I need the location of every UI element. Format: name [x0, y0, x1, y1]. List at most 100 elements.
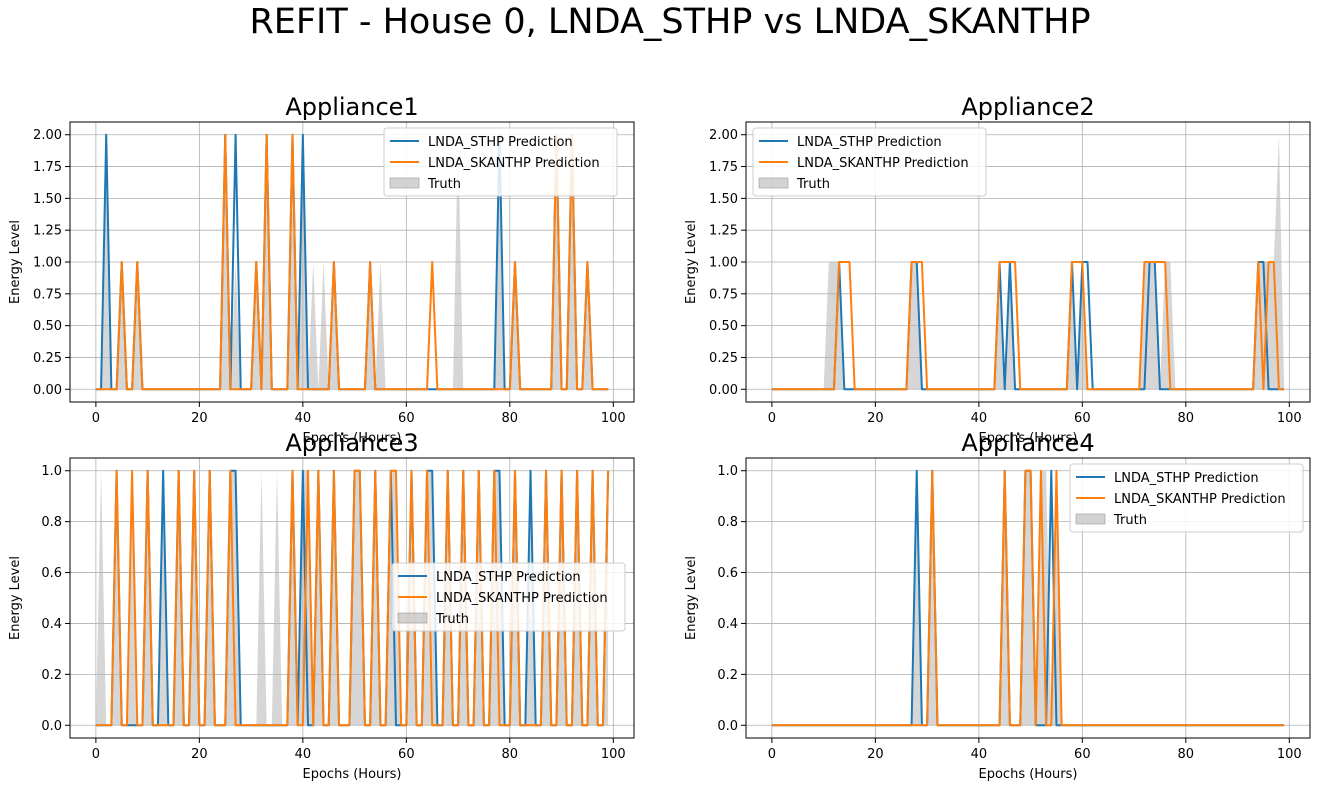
x-tick-label: 40 — [295, 411, 312, 426]
axes-frame — [69, 457, 635, 739]
legend-label: Truth — [435, 612, 469, 627]
legend: LNDA_STHP Prediction LNDA_SKANTHP Predict… — [1069, 463, 1304, 533]
y-tick-label: 0.0 — [717, 719, 738, 734]
axes-frame — [745, 457, 1311, 739]
x-tick-label: 20 — [867, 411, 884, 426]
y-tick-label: 0.00 — [709, 383, 738, 398]
chart-title: Appliance1 — [285, 93, 418, 121]
x-tick-label: 20 — [191, 411, 208, 426]
chart-title: Appliance4 — [961, 429, 1094, 457]
y-tick-label: 0.25 — [33, 351, 62, 366]
y-tick-label: 0.6 — [717, 566, 738, 581]
x-tick-label: 0 — [92, 411, 100, 426]
y-tick-label: 1.50 — [33, 192, 62, 207]
x-tick-label: 60 — [1074, 411, 1091, 426]
legend-label: Truth — [1113, 513, 1147, 528]
x-axis-label: Epochs (Hours) — [979, 431, 1078, 446]
y-axis-label: Energy Level — [8, 556, 23, 640]
y-tick-label: 0.4 — [717, 617, 738, 632]
x-tick-label: 60 — [398, 747, 415, 762]
chart-title: Appliance3 — [285, 429, 418, 457]
y-tick-label: 1.00 — [33, 256, 62, 271]
legend-swatch-truth — [397, 612, 428, 624]
y-tick-label: 0.6 — [41, 566, 62, 581]
y-tick-label: 0.2 — [41, 668, 62, 683]
lnda-skanthp-line — [95, 133, 609, 391]
legend-swatch-truth — [1075, 513, 1106, 525]
plot-area — [771, 134, 1285, 391]
legend-label: LNDA_STHP Prediction — [428, 135, 573, 150]
x-tick-label: 60 — [1074, 747, 1091, 762]
y-tick-label: 0.25 — [709, 351, 738, 366]
y-tick-label: 0.00 — [33, 383, 62, 398]
chart-title: Appliance2 — [961, 93, 1094, 121]
plot-area — [95, 469, 610, 727]
legend-label: Truth — [796, 177, 830, 192]
x-axis-label: Epochs (Hours) — [303, 767, 402, 782]
y-tick-label: 0.50 — [33, 319, 62, 334]
y-tick-label: 1.0 — [717, 464, 738, 479]
y-axis-label: Energy Level — [684, 556, 699, 640]
x-tick-label: 80 — [1178, 411, 1195, 426]
x-tick-label: 0 — [768, 747, 776, 762]
legend-box — [1069, 463, 1304, 533]
x-tick-label: 0 — [92, 747, 100, 762]
legend-swatch-truth — [758, 177, 789, 189]
chart-panel-1: 0 20 40 60 80 100 0.00 0.25 0.50 0.75 1.00 1.25 1.50… — [8, 93, 635, 446]
x-tick-label: 100 — [1277, 747, 1302, 762]
truth-area — [771, 470, 1285, 726]
plot-area — [771, 469, 1285, 727]
legend-label: LNDA_SKANTHP Prediction — [436, 591, 608, 606]
y-tick-label: 0.2 — [717, 668, 738, 683]
x-tick-label: 100 — [601, 747, 626, 762]
chart-panel-2: 0 20 40 60 80 100 0.00 0.25 0.50 0.75 1.00 1.25 1.50… — [684, 93, 1311, 446]
legend-label: LNDA_STHP Prediction — [797, 135, 942, 150]
x-tick-label: 40 — [295, 747, 312, 762]
figure-title: REFIT - House 0, LNDA_STHP vs LNDA_SKANT… — [249, 2, 1091, 42]
y-axis-label: Energy Level — [684, 220, 699, 304]
y-tick-label: 1.50 — [709, 192, 738, 207]
y-tick-label: 0.50 — [709, 319, 738, 334]
truth-area — [95, 134, 609, 390]
y-tick-label: 0.75 — [709, 287, 738, 302]
x-tick-label: 100 — [1277, 411, 1302, 426]
x-tick-label: 20 — [867, 747, 884, 762]
lnda-skanthp-line — [771, 469, 1285, 727]
plot-area — [95, 133, 609, 391]
x-tick-label: 0 — [768, 411, 776, 426]
legend-label: LNDA_STHP Prediction — [436, 570, 581, 585]
legend-label: LNDA_SKANTHP Prediction — [1114, 492, 1286, 507]
legend-swatch-truth — [389, 177, 420, 189]
chart-panel-4: 0 20 40 60 80 100 0.0 0.2 0.4 0.6 0.8 1.0 Appliance4… — [684, 429, 1311, 782]
y-tick-label: 0.8 — [717, 515, 738, 530]
lnda-skanthp-line — [771, 261, 1285, 391]
legend-label: LNDA_STHP Prediction — [1114, 471, 1259, 486]
x-tick-label: 80 — [502, 747, 519, 762]
legend-box — [383, 127, 618, 197]
truth-area — [771, 134, 1285, 390]
y-tick-label: 0.8 — [41, 515, 62, 530]
legend: LNDA_STHP Prediction LNDA_SKANTHP Predict… — [391, 562, 626, 632]
y-tick-label: 2.00 — [33, 128, 62, 143]
lnda-skanthp-line — [95, 469, 610, 727]
y-tick-label: 1.75 — [33, 160, 62, 175]
legend-label: LNDA_SKANTHP Prediction — [797, 156, 969, 171]
chart-panel-3: 0 20 40 60 80 100 0.0 0.2 0.4 0.6 0.8 1.0 Appliance3… — [8, 429, 635, 782]
legend-box — [391, 562, 626, 632]
y-tick-label: 1.25 — [709, 224, 738, 239]
x-axis-label: Epochs (Hours) — [979, 767, 1078, 782]
y-tick-label: 0.0 — [41, 719, 62, 734]
x-tick-label: 80 — [502, 411, 519, 426]
y-tick-label: 2.00 — [709, 128, 738, 143]
legend: LNDA_STHP Prediction LNDA_SKANTHP Predict… — [383, 127, 618, 197]
legend-label: Truth — [427, 177, 461, 192]
y-tick-label: 1.00 — [709, 256, 738, 271]
y-tick-label: 0.75 — [33, 287, 62, 302]
y-axis-label: Energy Level — [8, 220, 23, 304]
x-tick-label: 60 — [398, 411, 415, 426]
y-tick-label: 1.75 — [709, 160, 738, 175]
legend: LNDA_STHP Prediction LNDA_SKANTHP Predict… — [752, 127, 987, 197]
legend-box — [752, 127, 987, 197]
y-tick-label: 1.0 — [41, 464, 62, 479]
